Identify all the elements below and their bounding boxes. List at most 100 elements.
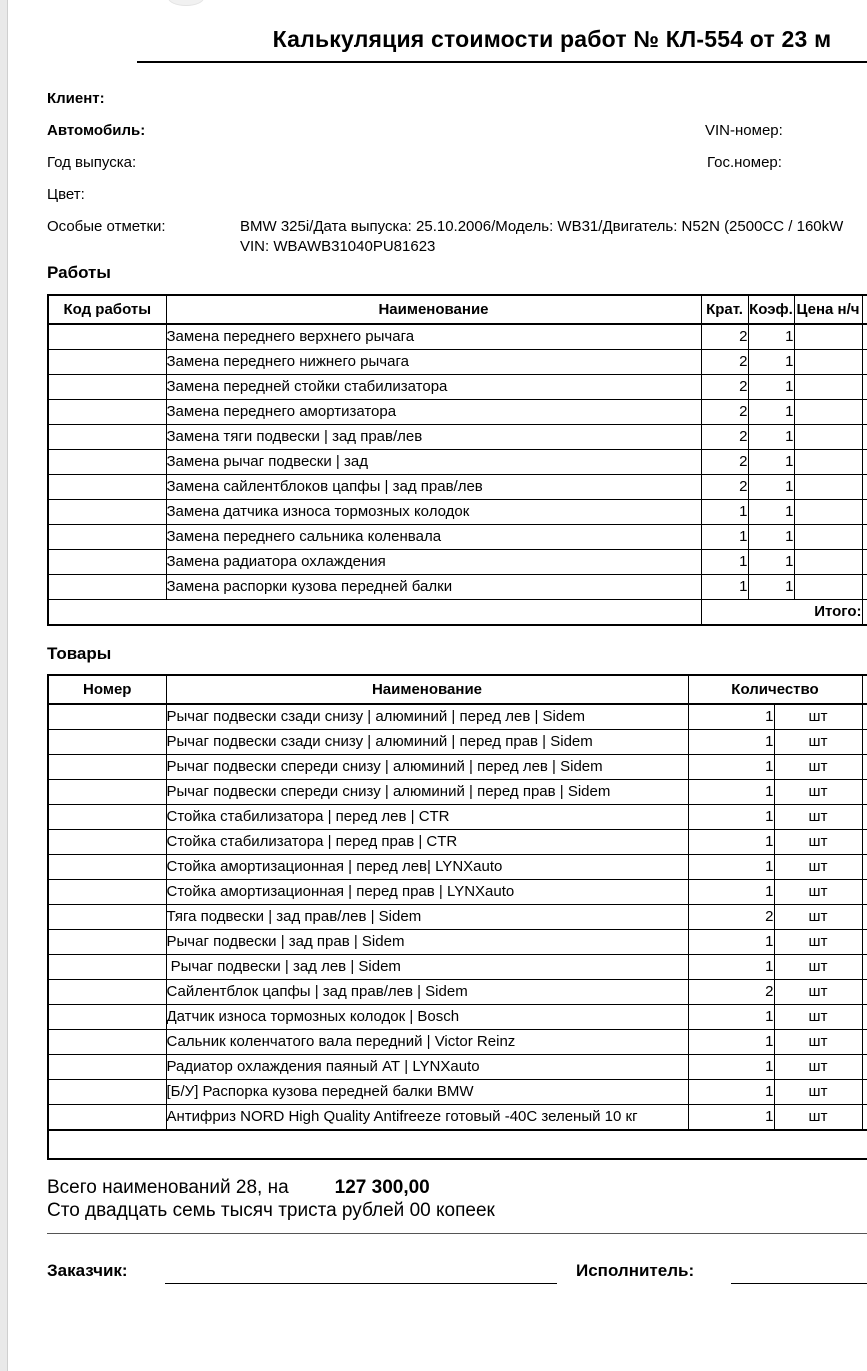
good-unit-cell: шт — [773, 1079, 863, 1105]
work-krat-cell: 2 — [700, 374, 749, 400]
work-name-cell: Замена радиатора охлаждения — [165, 549, 702, 575]
executor-label: Исполнитель: — [576, 1261, 695, 1280]
goods-section-title: Товары — [47, 644, 112, 663]
good-unit-cell: шт — [773, 979, 863, 1005]
work-sum-cell — [861, 499, 867, 525]
work-koef-cell: 1 — [747, 549, 795, 575]
good-name-cell: Рычаг подвески | зад лев | Sidem — [165, 954, 689, 980]
good-qty-cell: 1 — [687, 1029, 775, 1055]
work-koef-cell: 1 — [747, 399, 795, 425]
goods-col-number: Номер — [47, 674, 167, 705]
work-sum-cell — [861, 524, 867, 550]
good-price-cell — [861, 929, 867, 955]
work-code-cell — [47, 574, 167, 600]
goods-table-body: Рычаг подвески сзади снизу | алюминий | … — [47, 703, 867, 1131]
work-koef-cell: 1 — [747, 524, 795, 550]
good-name-cell: Тяга подвески | зад прав/лев | Sidem — [165, 904, 689, 930]
good-number-cell — [47, 929, 167, 955]
summary-total-line: Всего наименований 28, на 127 300,00 — [47, 1176, 495, 1199]
work-koef-cell: 1 — [747, 574, 795, 600]
good-qty-cell: 1 — [687, 1004, 775, 1030]
good-price-cell — [861, 1004, 867, 1030]
work-price-cell — [793, 349, 863, 375]
vin-label: VIN-номер: — [705, 122, 783, 139]
table-row: [Б/У] Распорка кузова передней балки BMW… — [47, 1079, 867, 1105]
work-name-cell: Замена переднего нижнего рычага — [165, 349, 702, 375]
work-price-cell — [793, 549, 863, 575]
table-row: Антифриз NORD High Quality Antifreeze го… — [47, 1104, 867, 1131]
good-unit-cell: шт — [773, 779, 863, 805]
good-number-cell — [47, 1104, 167, 1131]
works-col-koef: Коэф. — [747, 294, 795, 325]
good-name-cell: Рычаг подвески спереди снизу | алюминий … — [165, 779, 689, 805]
good-name-cell: Рычаг подвески сзади снизу | алюминий | … — [165, 729, 689, 755]
good-unit-cell: шт — [773, 879, 863, 905]
work-krat-cell: 2 — [700, 323, 749, 350]
good-price-cell — [861, 729, 867, 755]
work-name-cell: Замена переднего амортизатора — [165, 399, 702, 425]
good-name-cell: Радиатор охлаждения паяный АТ | LYNXauto — [165, 1054, 689, 1080]
work-koef-cell: 1 — [747, 424, 795, 450]
color-label: Цвет: — [47, 186, 85, 203]
summary-total-amount: 127 300,00 — [334, 1177, 430, 1198]
good-price-cell — [861, 1054, 867, 1080]
good-price-cell — [861, 1079, 867, 1105]
good-number-cell — [47, 754, 167, 780]
work-krat-cell: 2 — [700, 349, 749, 375]
good-price-cell — [861, 1029, 867, 1055]
works-col-name: Наименование — [165, 294, 702, 325]
good-unit-cell: шт — [773, 703, 863, 730]
work-sum-cell — [861, 474, 867, 500]
good-qty-cell: 2 — [687, 904, 775, 930]
good-number-cell — [47, 954, 167, 980]
summary-block: Всего наименований 28, на 127 300,00 Сто … — [47, 1176, 495, 1222]
good-price-cell — [861, 779, 867, 805]
good-qty-cell: 1 — [687, 879, 775, 905]
plate-label: Гос.номер: — [707, 154, 782, 171]
good-name-cell: [Б/У] Распорка кузова передней балки BMW — [165, 1079, 689, 1105]
work-krat-cell: 2 — [700, 424, 749, 450]
work-code-cell — [47, 374, 167, 400]
work-koef-cell: 1 — [747, 449, 795, 475]
good-price-cell — [861, 879, 867, 905]
goods-table: Номер Наименование Количество Рычаг подв… — [46, 674, 867, 1160]
work-name-cell: Замена переднего верхнего рычага — [165, 323, 702, 350]
work-krat-cell: 2 — [700, 449, 749, 475]
work-price-cell — [793, 399, 863, 425]
work-name-cell: Замена переднего сальника коленвала — [165, 524, 702, 550]
good-name-cell: Сайлентблок цапфы | зад прав/лев | Sidem — [165, 979, 689, 1005]
work-krat-cell: 1 — [700, 524, 749, 550]
table-row: Стойка амортизационная | перед прав | LY… — [47, 879, 867, 905]
works-col-krat: Крат. — [700, 294, 749, 325]
document-title: Калькуляция стоимости работ № КЛ-554 от … — [272, 26, 832, 52]
work-code-cell — [47, 349, 167, 375]
good-unit-cell: шт — [773, 904, 863, 930]
good-number-cell — [47, 779, 167, 805]
work-krat-cell: 2 — [700, 399, 749, 425]
good-qty-cell: 1 — [687, 929, 775, 955]
work-code-cell — [47, 424, 167, 450]
good-name-cell: Стойка амортизационная | перед лев| LYNX… — [165, 854, 689, 880]
good-number-cell — [47, 729, 167, 755]
work-sum-cell — [861, 574, 867, 600]
works-total-spacer — [47, 599, 702, 626]
good-unit-cell: шт — [773, 954, 863, 980]
good-unit-cell: шт — [773, 1104, 863, 1131]
good-name-cell: Сальник коленчатого вала передний | Vict… — [165, 1029, 689, 1055]
work-code-cell — [47, 499, 167, 525]
works-total-label: Итого: — [700, 599, 863, 626]
works-col-price: Цена н/ч — [793, 294, 863, 325]
good-unit-cell: шт — [773, 1054, 863, 1080]
summary-divider — [47, 1233, 867, 1234]
good-price-cell — [861, 954, 867, 980]
good-name-cell: Рычаг подвески спереди снизу | алюминий … — [165, 754, 689, 780]
work-price-cell — [793, 574, 863, 600]
good-unit-cell: шт — [773, 754, 863, 780]
good-unit-cell: шт — [773, 804, 863, 830]
work-code-cell — [47, 549, 167, 575]
work-price-cell — [793, 499, 863, 525]
car-label: Автомобиль: — [47, 122, 146, 139]
good-number-cell — [47, 1004, 167, 1030]
good-price-cell — [861, 804, 867, 830]
